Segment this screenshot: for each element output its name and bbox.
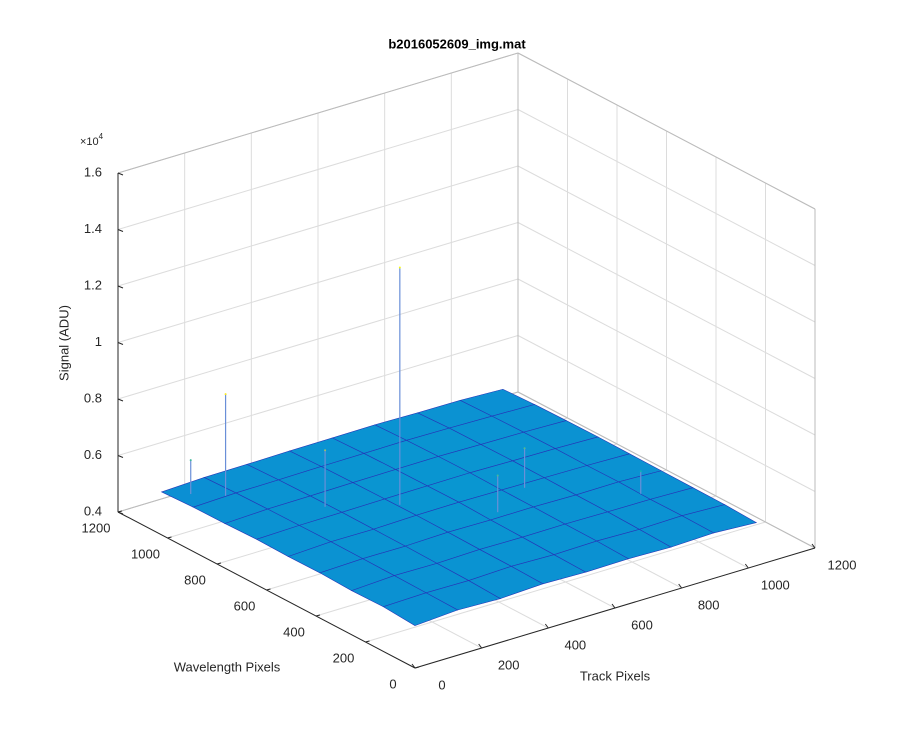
x-tick (611, 603, 616, 609)
z-axis-label: Signal (ADU) (56, 305, 71, 381)
x-tick (811, 543, 816, 549)
z-tick (117, 511, 124, 515)
y-tick (315, 614, 321, 617)
x-tick (478, 643, 483, 649)
chart-title: b2016052609_img.mat (388, 36, 526, 51)
z-tick (117, 342, 124, 345)
z-tick (117, 285, 124, 289)
y-tick-label: 600 (234, 598, 256, 613)
y-tick-label: 0 (389, 676, 396, 691)
y-tick-label: 800 (184, 572, 206, 587)
x-tick (678, 583, 683, 589)
x-tick-label: 1000 (761, 577, 790, 592)
z-tick (117, 229, 124, 232)
x-tick (411, 663, 416, 669)
y-tick (365, 640, 370, 643)
grid-line (117, 335, 519, 456)
grid-line (117, 278, 519, 400)
x-tick-label: 800 (698, 597, 720, 612)
z-tick-label: 1 (95, 334, 102, 349)
grid-line (365, 521, 766, 643)
spike-tip (324, 449, 327, 452)
z-tick-label: 0.8 (84, 390, 102, 405)
y-tick (167, 536, 172, 539)
plot-area: 0 200 400 600 800 1000 1200 0 200 400 600 800 1000 12… (82, 52, 857, 692)
grid-line (517, 278, 816, 436)
y-tick-label: 1000 (131, 546, 160, 561)
z-tick-label: 1.6 (84, 164, 102, 179)
grid-line (117, 109, 519, 230)
spike-tip (398, 266, 401, 269)
z-tick (117, 398, 124, 402)
y-tick-label: 400 (283, 624, 305, 639)
x-tick-label: 1200 (828, 557, 857, 572)
x-tick (544, 623, 549, 629)
z-exponent: ×104 (80, 132, 104, 148)
spike-tip (224, 393, 227, 396)
grid-line (117, 165, 519, 287)
box-edge (517, 52, 816, 210)
z-tick-label: 1.2 (84, 277, 102, 292)
grid-line (517, 335, 816, 492)
z-tick (117, 172, 124, 176)
z-exponent-base: ×10 (80, 136, 99, 148)
grid-line (517, 165, 816, 323)
x-tick-label: 0 (438, 677, 445, 692)
spike-tip (639, 470, 642, 473)
y-tick-label: 1200 (82, 520, 111, 535)
y-tick (216, 562, 222, 565)
spike-tip (496, 474, 499, 477)
grid-line (517, 222, 816, 379)
y-tick (266, 588, 271, 591)
y-tick (414, 666, 420, 669)
x-tick-label: 200 (498, 657, 520, 672)
z-tick-label: 1.4 (84, 221, 102, 236)
y-axis-label: Wavelength Pixels (174, 659, 281, 674)
grid-line (117, 222, 519, 343)
x-axis-label: Track Pixels (580, 668, 651, 683)
z-tick-label: 0.4 (84, 503, 102, 518)
box-edge (117, 52, 519, 174)
box-edge (517, 391, 816, 549)
surface-patch (382, 592, 459, 626)
z-tick (117, 455, 124, 458)
z-tick-label: 0.6 (84, 447, 102, 462)
x-tick-label: 600 (631, 617, 653, 632)
grid-line (517, 109, 816, 266)
z-exponent-power: 4 (99, 132, 104, 141)
spike-tip (523, 447, 526, 450)
x-tick (744, 563, 749, 569)
x-tick-label: 400 (564, 637, 586, 652)
y-tick-label: 200 (333, 650, 355, 665)
spike-tip (189, 459, 192, 462)
